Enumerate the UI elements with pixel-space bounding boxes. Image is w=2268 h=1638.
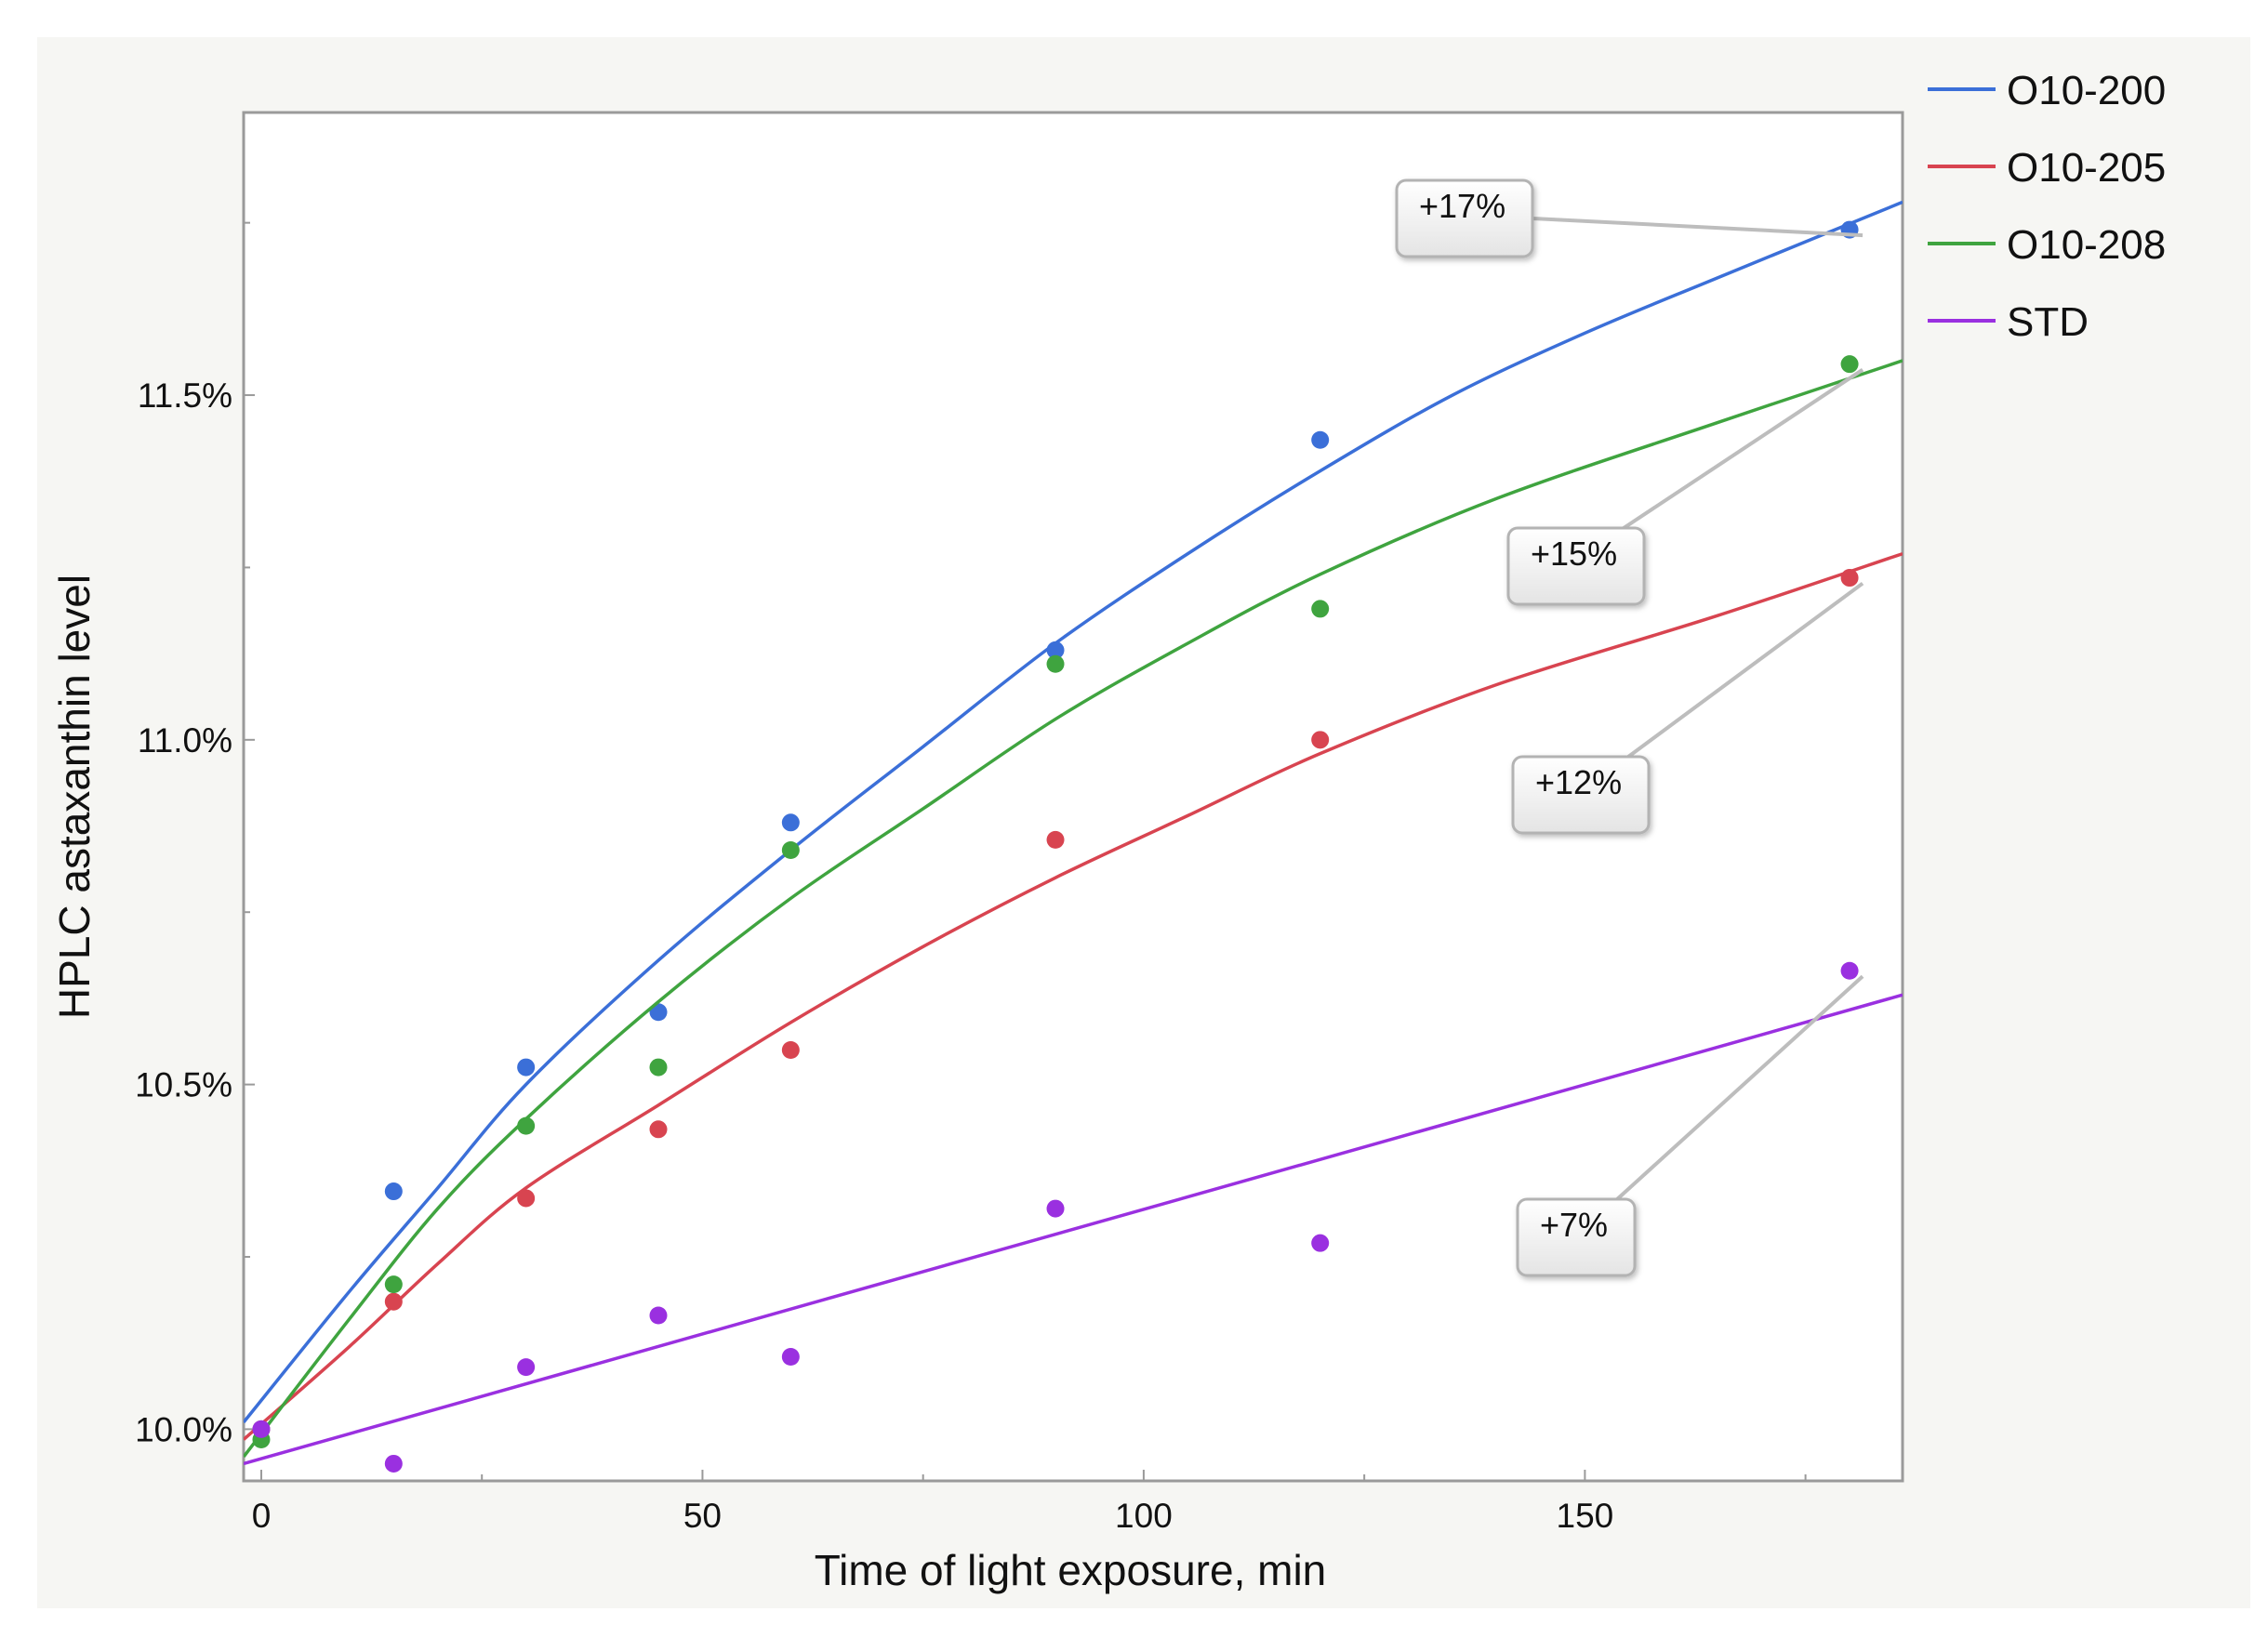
fit-line-o10-200 xyxy=(244,200,1903,1424)
data-point-o10-208 xyxy=(1840,355,1859,374)
y-axis-title: HPLC astaxanthin level xyxy=(50,575,99,1019)
data-point-std xyxy=(1046,1199,1065,1218)
data-point-o10-208 xyxy=(1311,600,1330,618)
legend-label-o10-200: O10-200 xyxy=(2007,68,2166,113)
data-point-std xyxy=(517,1358,536,1377)
x-tick-label: 100 xyxy=(1115,1497,1173,1535)
data-point-o10-208 xyxy=(517,1116,536,1135)
annotation-leader-o10-200 xyxy=(1532,217,1863,238)
data-point-o10-208 xyxy=(1046,654,1065,673)
x-tick-label: 150 xyxy=(1557,1497,1614,1535)
data-point-o10-205 xyxy=(781,1041,800,1060)
data-point-o10-208 xyxy=(384,1275,403,1294)
data-point-o10-205 xyxy=(517,1189,536,1208)
data-point-std xyxy=(384,1454,403,1473)
data-point-o10-205 xyxy=(1840,569,1859,588)
annotation-label-o10-200: +17% xyxy=(1419,187,1505,225)
data-point-o10-200 xyxy=(1046,641,1065,659)
data-point-o10-200 xyxy=(781,813,800,832)
annotation-leader-o10-208 xyxy=(1622,368,1864,530)
y-tick-label: 11.0% xyxy=(138,721,232,760)
fit-line-o10-208 xyxy=(244,359,1903,1459)
data-point-o10-205 xyxy=(1046,830,1065,849)
data-point-o10-205 xyxy=(384,1292,403,1311)
data-point-o10-200 xyxy=(1311,430,1330,449)
annotation-box-o10-205 xyxy=(1511,755,1651,835)
annotation-box-std xyxy=(1516,1197,1637,1277)
y-tick-label: 10.5% xyxy=(135,1066,232,1104)
data-point-std xyxy=(781,1348,800,1367)
annotation-label-std: +7% xyxy=(1540,1206,1608,1244)
fit-line-std xyxy=(244,993,1903,1466)
annotation-label-o10-208: +15% xyxy=(1531,535,1617,573)
axes: 0 50 100 150 10.0% 10.5% 11.0% 11.5% xyxy=(135,221,1807,1535)
legend: O10-200 O10-205 O10-208 STD xyxy=(1928,68,2166,345)
data-point-std xyxy=(649,1306,668,1325)
plot-area xyxy=(242,111,1904,1483)
data-point-o10-208 xyxy=(781,840,800,859)
fit-line-o10-205 xyxy=(244,551,1903,1441)
legend-label-o10-205: O10-205 xyxy=(2007,145,2166,191)
x-tick-label: 0 xyxy=(252,1497,272,1535)
annotation-leader-std xyxy=(1615,974,1864,1201)
series-layer xyxy=(244,200,1903,1473)
data-point-o10-208 xyxy=(649,1058,668,1077)
data-point-o10-205 xyxy=(649,1120,668,1139)
data-point-o10-205 xyxy=(1311,731,1330,749)
legend-label-o10-208: O10-208 xyxy=(2007,222,2166,268)
data-point-o10-200 xyxy=(649,1003,668,1022)
data-point-std xyxy=(1311,1234,1330,1252)
data-point-std xyxy=(252,1420,271,1438)
data-point-o10-200 xyxy=(517,1058,536,1077)
y-tick-label: 10.0% xyxy=(135,1410,232,1448)
legend-label-std: STD xyxy=(2007,299,2089,345)
annotation-leader-o10-205 xyxy=(1626,581,1864,759)
annotation-label-o10-205: +12% xyxy=(1535,763,1622,801)
x-axis-title: Time of light exposure, min xyxy=(815,1546,1327,1594)
annotation-box-o10-200 xyxy=(1395,178,1534,258)
x-tick-label: 50 xyxy=(683,1497,722,1535)
data-point-o10-200 xyxy=(384,1182,403,1201)
annotation-layer: +17% +15% +12% +7% xyxy=(1395,178,1864,1277)
y-tick-label: 11.5% xyxy=(138,376,232,415)
annotation-box-o10-208 xyxy=(1506,526,1646,606)
data-point-std xyxy=(1840,961,1859,980)
